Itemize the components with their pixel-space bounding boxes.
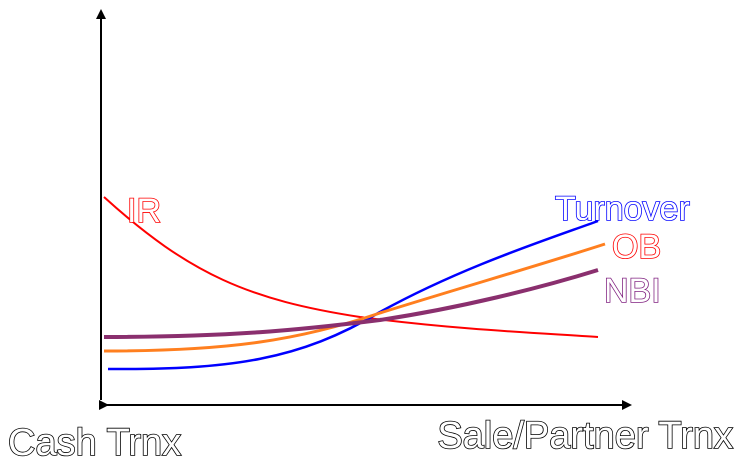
ir-label: IR	[127, 192, 161, 230]
ob-label: OB	[612, 228, 661, 266]
ir-curve	[103, 196, 599, 338]
x-right-label: Sale/Partner Trnx	[437, 415, 733, 457]
turnover-label: Turnover	[555, 190, 690, 228]
nbi-curve	[103, 268, 599, 339]
turnover-curve	[107, 219, 599, 371]
nbi-label: NBI	[604, 272, 661, 310]
ob-curve	[103, 242, 606, 353]
x-left-label: Cash Trnx	[8, 422, 181, 460]
